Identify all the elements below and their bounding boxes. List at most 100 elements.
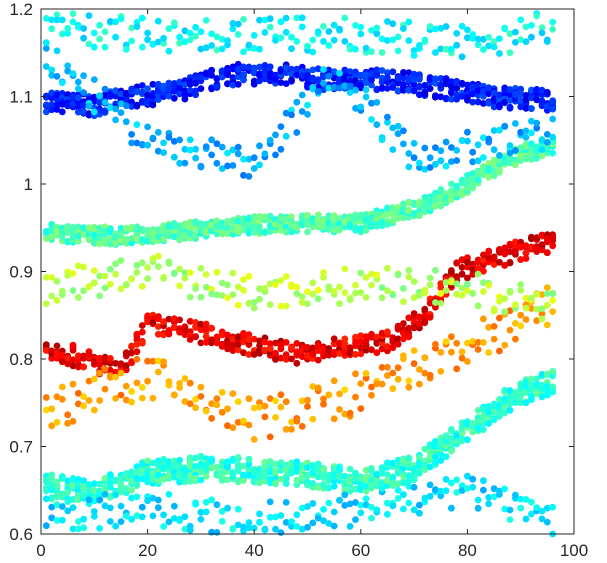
- data-point: [213, 83, 221, 91]
- data-point: [453, 190, 461, 198]
- data-point: [80, 402, 87, 410]
- data-point: [181, 331, 189, 339]
- data-point: [117, 477, 125, 485]
- data-point: [213, 501, 221, 509]
- data-point: [384, 204, 391, 212]
- data-point: [512, 156, 519, 164]
- data-point: [213, 46, 221, 54]
- data-point: [384, 459, 391, 467]
- data-point: [138, 88, 146, 96]
- data-point: [250, 77, 258, 85]
- data-point: [282, 64, 290, 72]
- data-point: [293, 458, 301, 466]
- data-point: [186, 87, 194, 94]
- data-point: [298, 299, 306, 306]
- data-point: [53, 418, 61, 426]
- data-point: [368, 270, 375, 278]
- data-point: [357, 218, 365, 225]
- data-point: [277, 529, 285, 536]
- data-point: [282, 480, 290, 487]
- data-point: [288, 518, 295, 526]
- data-point: [106, 90, 114, 98]
- data-point: [298, 475, 306, 482]
- data-point: [368, 330, 375, 338]
- data-point: [543, 88, 551, 96]
- data-point: [224, 162, 231, 170]
- data-point: [53, 296, 61, 304]
- data-point: [69, 476, 77, 483]
- y-tick-label: 0.8: [9, 350, 33, 369]
- data-point: [64, 419, 72, 427]
- data-point: [336, 220, 343, 228]
- data-point: [186, 472, 194, 480]
- data-point: [272, 356, 279, 363]
- data-point: [314, 28, 322, 35]
- data-point: [160, 318, 168, 326]
- data-point: [160, 464, 168, 472]
- data-point: [480, 171, 487, 179]
- data-point: [224, 218, 231, 226]
- data-point: [69, 380, 77, 388]
- data-point: [485, 494, 493, 501]
- data-point: [512, 120, 519, 127]
- data-point: [256, 45, 263, 53]
- data-point: [442, 487, 450, 495]
- data-point: [432, 459, 439, 466]
- data-point: [448, 441, 455, 449]
- data-point: [490, 43, 498, 51]
- data-point: [53, 73, 61, 80]
- data-point: [240, 417, 247, 425]
- data-point: [165, 491, 173, 498]
- data-point: [373, 506, 381, 514]
- data-point: [405, 333, 413, 341]
- data-point: [58, 108, 66, 116]
- data-point: [400, 335, 407, 343]
- data-point: [378, 467, 386, 475]
- data-point: [522, 496, 530, 503]
- data-point: [224, 504, 231, 512]
- data-point: [197, 220, 205, 228]
- data-point: [522, 389, 530, 396]
- data-point: [48, 66, 56, 74]
- data-point: [416, 291, 423, 299]
- data-point: [234, 283, 242, 291]
- data-point: [208, 221, 216, 229]
- data-point: [458, 191, 466, 199]
- data-point: [144, 226, 152, 234]
- data-point: [410, 360, 418, 367]
- data-point: [229, 269, 237, 277]
- data-point: [133, 121, 141, 128]
- x-tick-label: 80: [458, 541, 477, 560]
- data-point: [288, 76, 295, 84]
- data-point: [437, 193, 445, 201]
- data-point: [229, 225, 237, 233]
- data-point: [69, 18, 77, 26]
- data-point: [501, 244, 509, 252]
- data-point: [48, 494, 56, 502]
- data-point: [48, 233, 56, 241]
- data-point: [517, 322, 525, 330]
- data-point: [90, 497, 98, 505]
- data-point: [42, 487, 50, 495]
- data-point: [314, 216, 322, 223]
- data-point: [117, 285, 125, 293]
- data-point: [229, 469, 237, 477]
- data-point: [314, 384, 322, 392]
- data-point: [197, 516, 205, 523]
- data-point: [352, 22, 359, 29]
- data-point: [362, 71, 370, 79]
- data-point: [357, 380, 365, 387]
- data-point: [106, 518, 114, 525]
- y-tick-label: 1: [24, 175, 33, 194]
- data-point: [357, 509, 365, 517]
- data-point: [218, 331, 226, 339]
- data-point: [405, 266, 413, 274]
- data-point: [506, 149, 514, 157]
- data-point: [224, 340, 231, 347]
- data-point: [394, 79, 402, 87]
- data-point: [112, 373, 119, 381]
- data-point: [352, 86, 359, 94]
- data-point: [469, 428, 477, 436]
- data-point: [464, 137, 471, 145]
- data-point: [330, 21, 338, 29]
